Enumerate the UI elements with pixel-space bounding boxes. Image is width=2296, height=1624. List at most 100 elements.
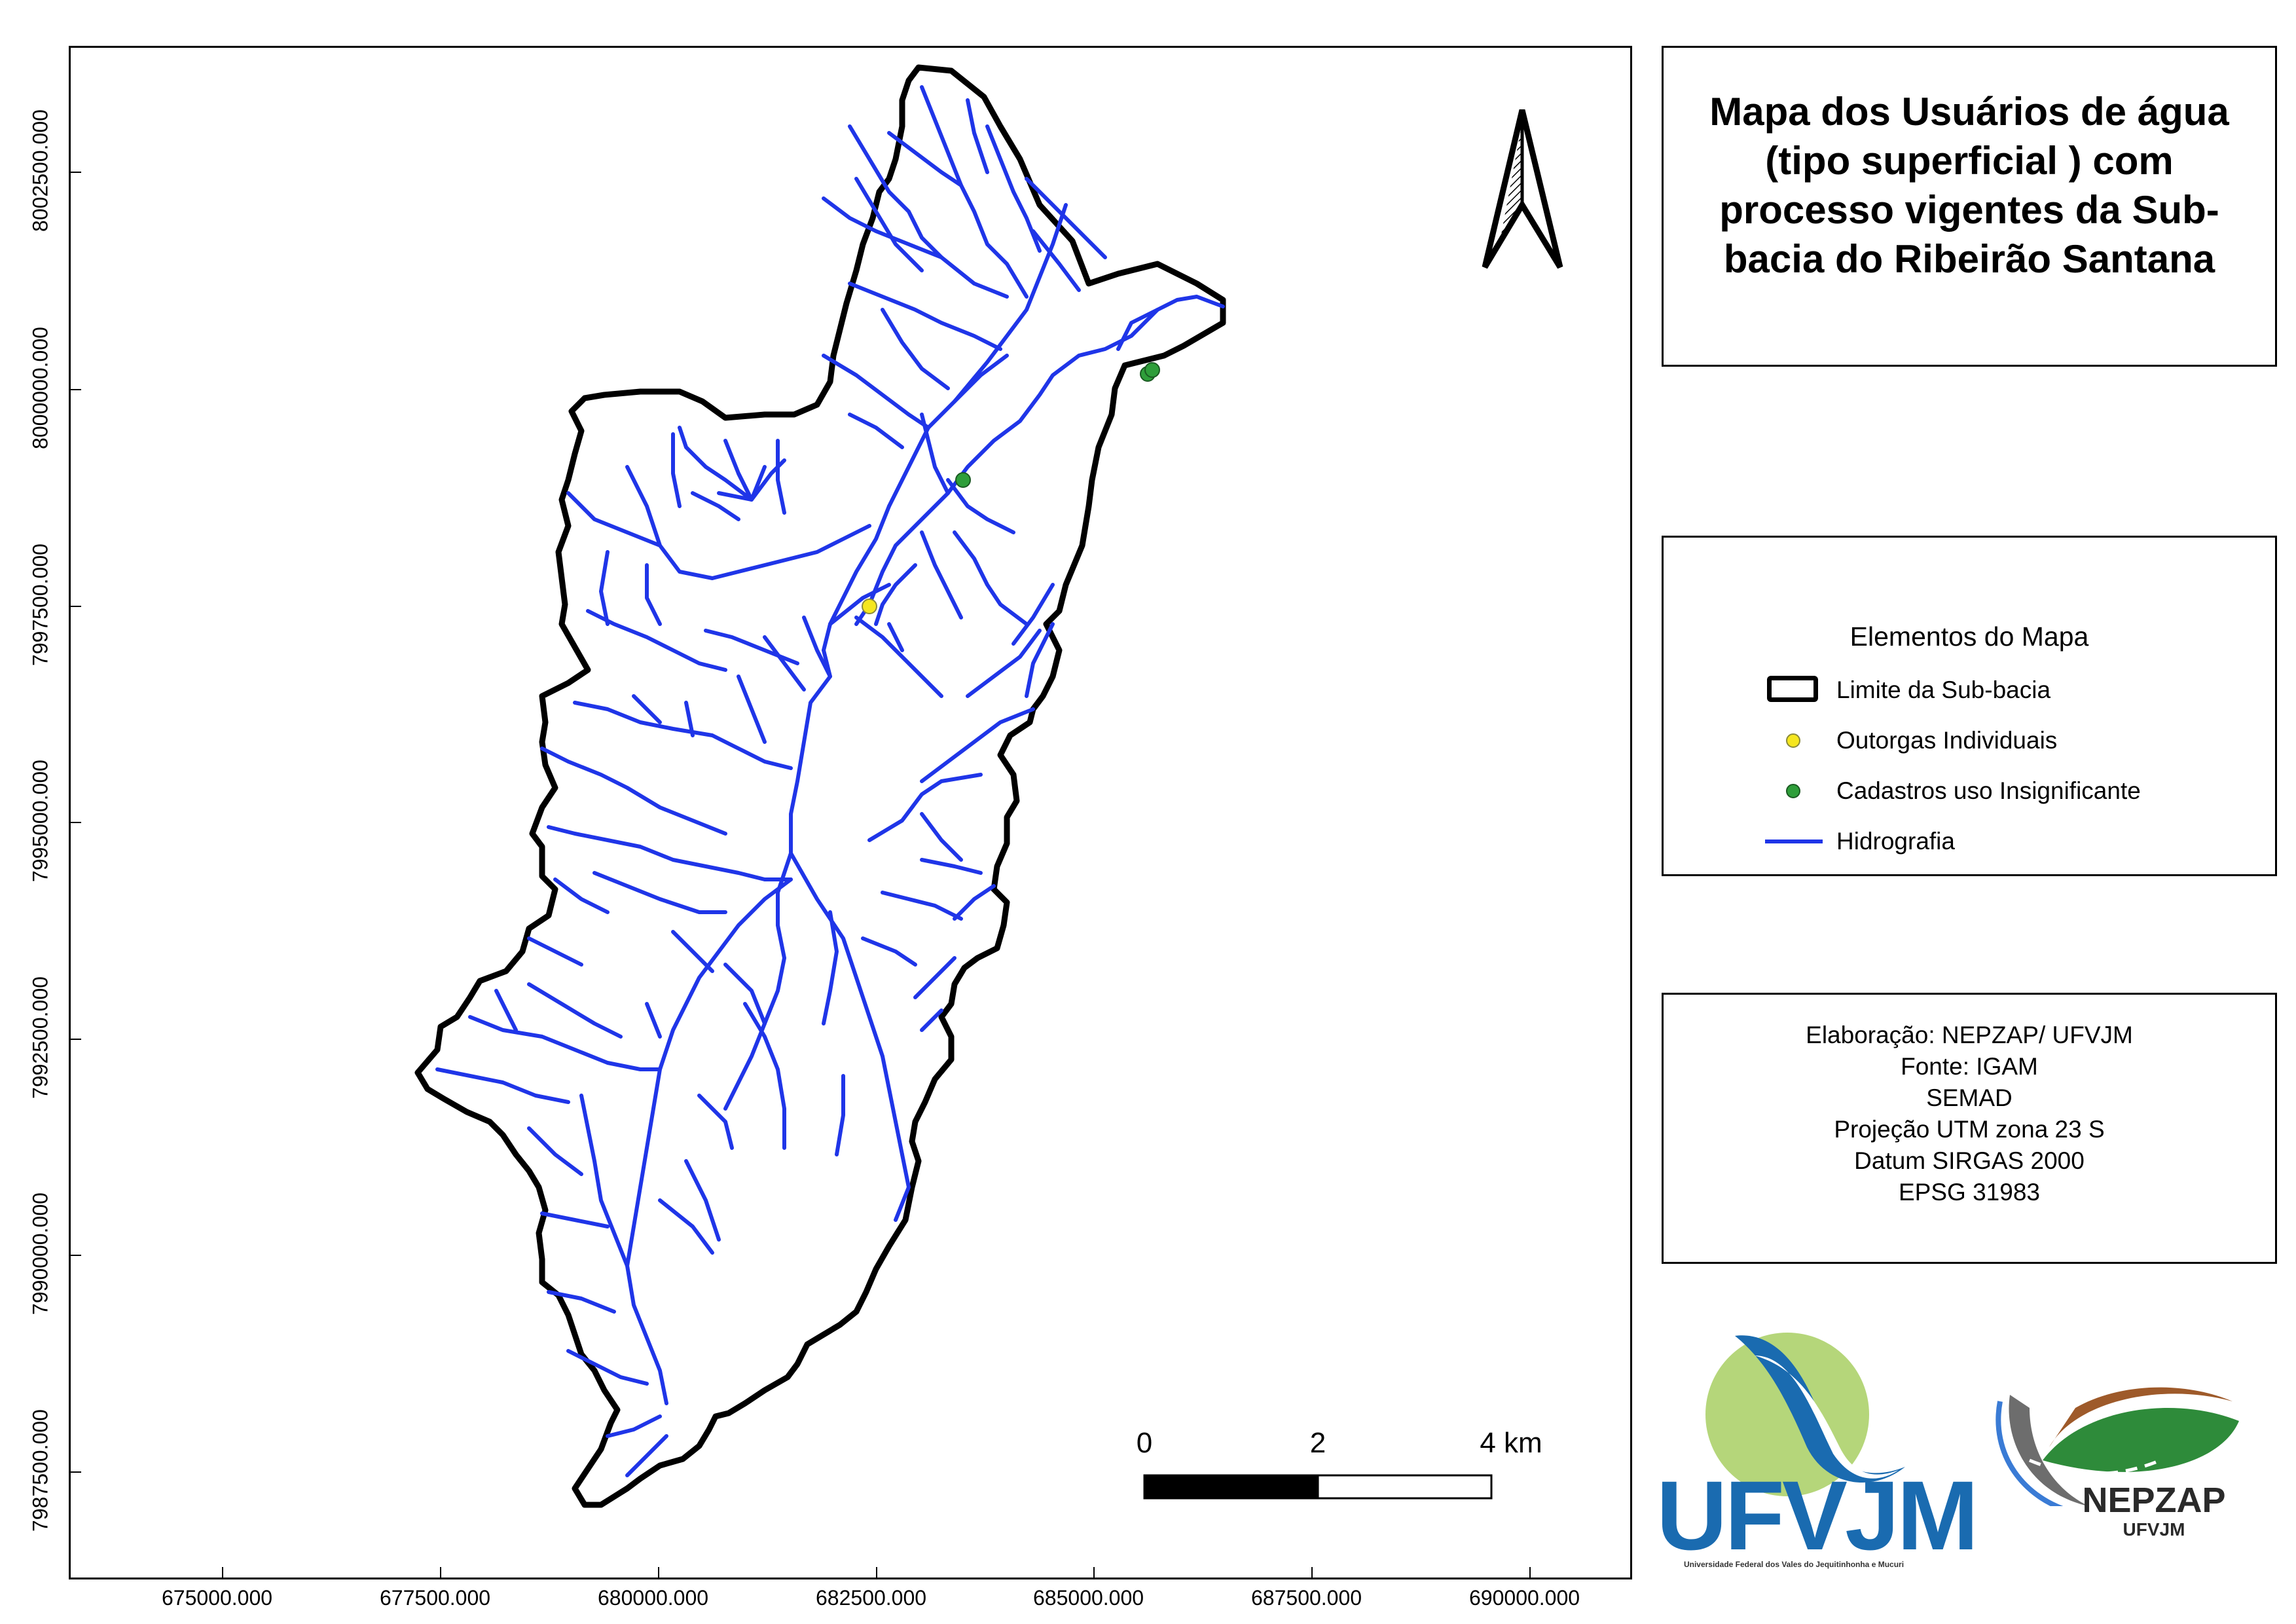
legend-item-cadastros: Cadastros uso Insignificante (1762, 771, 2141, 811)
river-west-k (540, 747, 727, 836)
river-east-f (913, 956, 957, 999)
legend-item-boundary: Limite da Sub-bacia (1762, 671, 2050, 710)
river-central-e (710, 524, 871, 580)
river-north-b (848, 124, 1009, 299)
legend-label: Hidrografia (1836, 828, 1955, 855)
river-sw-k (494, 989, 518, 1032)
river-north-g (887, 131, 963, 187)
boundary-symbol-icon (1762, 671, 1827, 710)
river-northwest-fan (678, 426, 786, 502)
river-south-f (920, 858, 983, 875)
cadastro-point (1144, 362, 1160, 378)
river-east-a (920, 707, 1035, 783)
river-west-l (737, 674, 767, 744)
sub-basin-boundary (414, 64, 1226, 1508)
river-north-a (920, 85, 1029, 299)
river-west-c (671, 432, 682, 508)
credit-line: Elaboração: NEPZAP/ UFVJM (1806, 1022, 2133, 1048)
credit-line: SEMAD (1926, 1084, 2013, 1111)
legend-label: Limite da Sub-bacia (1836, 676, 2051, 703)
map-title: Mapa dos Usuários de água (tipo superfic… (1709, 90, 2229, 281)
y-tick-label: 7992500.000 (28, 976, 52, 1099)
river-south-h (920, 812, 963, 862)
river-central-trunk (723, 504, 891, 1111)
river-north-j (822, 354, 930, 430)
river-central-f (920, 530, 963, 619)
river-north-l (1025, 177, 1107, 259)
river-west-i (645, 563, 662, 626)
river-central-g (953, 530, 1029, 626)
river-west-r (527, 936, 583, 967)
river-south-b (743, 1002, 786, 1150)
nepzap-wordmark: NEPZAP (2082, 1481, 2226, 1520)
river-sw-i (625, 1434, 668, 1477)
credit-line: EPSG 31983 (1899, 1179, 2040, 1206)
river-north-i (881, 308, 950, 390)
y-tick-label: 8000000.000 (28, 327, 52, 449)
river-main-east (854, 308, 1159, 626)
outorga-point (862, 599, 877, 614)
river-sw-l (645, 1002, 662, 1039)
y-tick-label: 7990000.000 (28, 1192, 52, 1315)
x-tick-label: 682500.000 (816, 1586, 927, 1610)
river-south-e (881, 891, 963, 921)
map-canvas[interactable]: 0 2 4 km (71, 48, 1630, 1578)
river-sw-e (540, 1211, 610, 1228)
river-north-e (985, 124, 1042, 253)
hydrography (435, 85, 1225, 1477)
river-north-m (1031, 229, 1081, 292)
y-tick-label: 8002500.000 (28, 109, 52, 232)
river-sw-f (547, 1290, 616, 1314)
river-central-h (946, 478, 1015, 534)
river-west-h (599, 550, 610, 626)
river-west-g (586, 609, 727, 672)
river-north-f (966, 98, 989, 174)
river-sw-a (468, 1015, 662, 1071)
legend-box: Elementos do Mapa Limite da Sub-bacia Ou… (1662, 536, 2277, 876)
river-west-e (691, 491, 740, 521)
river-central-c (854, 616, 943, 698)
river-west-b (566, 491, 662, 547)
north-arrow-icon (1482, 109, 1563, 269)
river-central-k (704, 629, 799, 665)
nepzap-logo: NEPZAP UFVJM (1990, 1362, 2265, 1559)
x-tick-label: 677500.000 (380, 1586, 491, 1610)
river-south-d (861, 936, 917, 967)
river-sw-n (723, 963, 767, 1025)
river-east-c (1011, 583, 1055, 646)
river-north-d (854, 177, 924, 272)
ufvjm-logo: UFVJM Universidade Federal dos Vales do … (1656, 1316, 1978, 1578)
green-point-icon (1762, 771, 1827, 811)
river-sw-g (566, 1349, 649, 1386)
river-south-trunk (789, 851, 904, 1156)
map-frame[interactable]: 0 2 4 km (69, 46, 1632, 1579)
title-box: Mapa dos Usuários de água (tipo superfic… (1662, 46, 2277, 367)
river-north-h (848, 282, 1002, 351)
river-east-upper (953, 354, 1009, 403)
river-west-p (592, 871, 727, 914)
x-tick-label: 685000.000 (1033, 1586, 1144, 1610)
river-sw-d (527, 1126, 583, 1176)
yellow-point-icon (1762, 721, 1827, 760)
river-sw-trunk (625, 877, 793, 1405)
river-west-m (684, 701, 695, 737)
x-tick-label: 675000.000 (162, 1586, 273, 1610)
river-north-stem (887, 203, 1068, 508)
y-tick-label: 7997500.000 (28, 544, 52, 666)
legend-item-outorgas: Outorgas Individuais (1762, 721, 2057, 760)
ufvjm-subtitle: Universidade Federal dos Vales do Jequit… (1683, 1560, 1904, 1569)
river-central-i (802, 616, 832, 678)
river-center-north (920, 413, 950, 495)
river-south-a (822, 910, 839, 1025)
river-central-a (828, 583, 891, 626)
ufvjm-wordmark: UFVJM (1656, 1460, 1978, 1570)
scale-label-0: 0 (1137, 1427, 1152, 1459)
river-central-j (763, 635, 806, 692)
river-central-d (887, 622, 904, 652)
legend-item-hidrografia: Hidrografia (1762, 822, 1955, 861)
credit-line: Projeção UTM zona 23 S (1834, 1116, 2105, 1143)
nepzap-subtitle: UFVJM (2123, 1519, 2185, 1540)
legend-heading: Elementos do Mapa (1850, 621, 2089, 652)
river-sw-b (435, 1067, 570, 1104)
river-west-f (776, 439, 786, 515)
